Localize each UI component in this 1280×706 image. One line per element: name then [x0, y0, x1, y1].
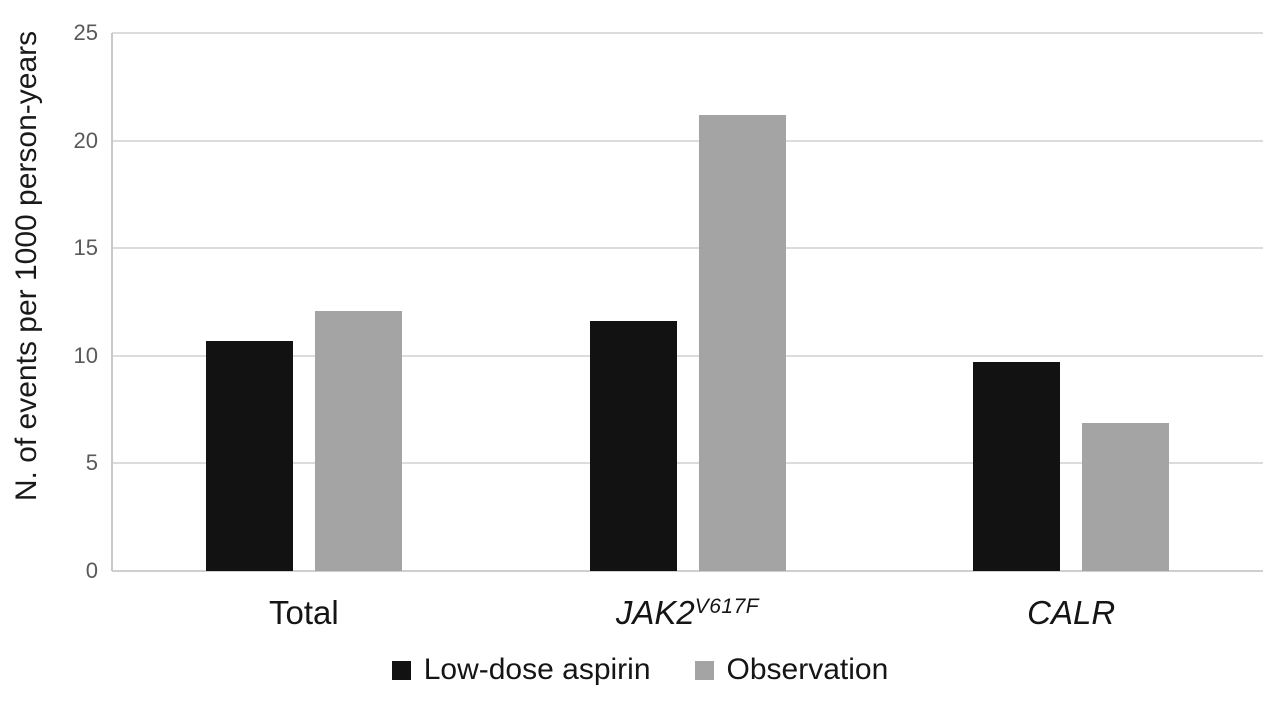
- x-category-text: JAK2: [615, 594, 695, 631]
- legend-swatch-icon: [391, 660, 411, 680]
- x-category-label-total: Total: [112, 592, 496, 634]
- gridline: [112, 247, 1263, 250]
- legend-label: Low-dose aspirin: [423, 653, 651, 686]
- gridline: [112, 354, 1263, 357]
- gridline: [112, 32, 1263, 34]
- y-tick-label: 0: [85, 558, 98, 583]
- bar-low-dose-aspirin-2: [973, 362, 1061, 571]
- bar-observation-1: [698, 114, 786, 571]
- legend-item-low-dose-aspirin: Low-dose aspirin: [391, 653, 651, 687]
- legend-item-observation: Observation: [694, 653, 889, 687]
- y-tick-label: 20: [73, 127, 98, 153]
- x-axis-baseline: [112, 570, 1263, 572]
- bar-observation-0: [314, 310, 402, 571]
- x-category-label-jak2: JAK2V617F: [496, 592, 880, 634]
- bar-low-dose-aspirin-0: [205, 340, 293, 571]
- legend-label: Observation: [726, 653, 889, 686]
- x-category-superscript: V617F: [694, 595, 760, 618]
- gridline: [112, 462, 1263, 465]
- legend-swatch-icon: [694, 660, 714, 680]
- y-tick-label: 10: [73, 342, 98, 368]
- y-axis-line: [111, 33, 113, 571]
- gridline: [112, 139, 1263, 142]
- x-category-label-calr: CALR: [879, 592, 1263, 634]
- x-category-text: Total: [268, 594, 339, 631]
- bar-observation-2: [1082, 422, 1170, 571]
- x-category-text: CALR: [1027, 594, 1116, 631]
- y-tick-label: 15: [73, 235, 98, 261]
- y-axis-title: N. of events per 1000 person-years: [10, 30, 43, 502]
- y-tick-label: 25: [73, 20, 98, 45]
- bar-low-dose-aspirin-1: [589, 321, 677, 571]
- y-tick-label: 5: [85, 450, 98, 476]
- legend: Low-dose aspirin Observation: [0, 653, 1280, 687]
